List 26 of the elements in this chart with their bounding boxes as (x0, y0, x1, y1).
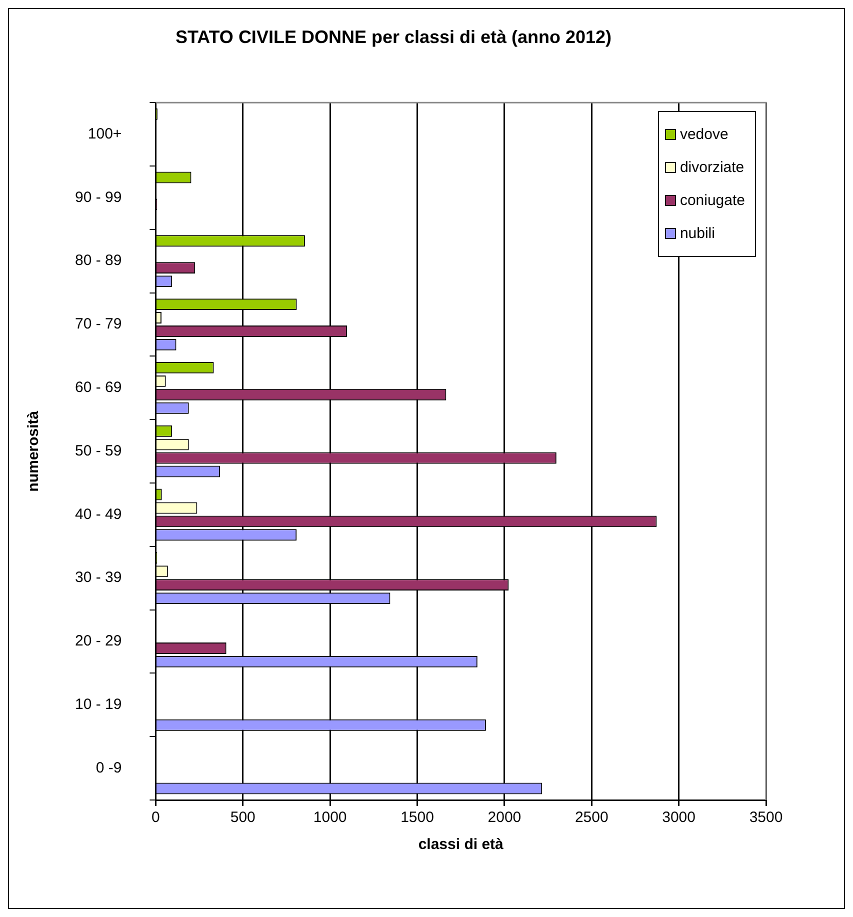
x-tick-label: 3000 (662, 809, 696, 826)
y-tick-label: 80 - 89 (74, 252, 122, 270)
x-axis-title: classi di età (418, 836, 504, 854)
legend-label: coniugate (680, 192, 745, 209)
chart-title: STATO CIVILE DONNE per classi di età (anno 2012) (175, 26, 612, 47)
y-tick-label: 50 - 59 (74, 442, 122, 460)
y-tick-label: 60 - 69 (74, 379, 122, 396)
legend-label: vedove (680, 126, 728, 143)
y-axis-title: numerosità (25, 410, 42, 492)
y-tick-label: 0 -9 (96, 759, 122, 776)
y-tick-label: 20 - 29 (74, 632, 122, 650)
x-tick-label: 500 (230, 809, 256, 826)
y-tick-label: 90 - 99 (74, 188, 122, 206)
y-tick-label: 70 - 79 (74, 316, 122, 333)
y-tick-label: 40 - 49 (74, 506, 122, 523)
x-tick-label: 2500 (574, 809, 608, 826)
legend-label: nubili (680, 224, 715, 242)
x-tick-label: 3500 (749, 809, 783, 826)
y-tick-label: 30 - 39 (74, 569, 122, 586)
x-tick-label: 0 (152, 809, 160, 826)
x-tick-label: 1500 (400, 809, 434, 826)
y-tick-label: 100+ (88, 125, 122, 142)
legend-label: divorziate (680, 158, 744, 176)
x-tick-label: 1000 (313, 809, 347, 826)
x-tick-label: 2000 (488, 809, 522, 826)
y-tick-label: 10 - 19 (74, 696, 122, 714)
